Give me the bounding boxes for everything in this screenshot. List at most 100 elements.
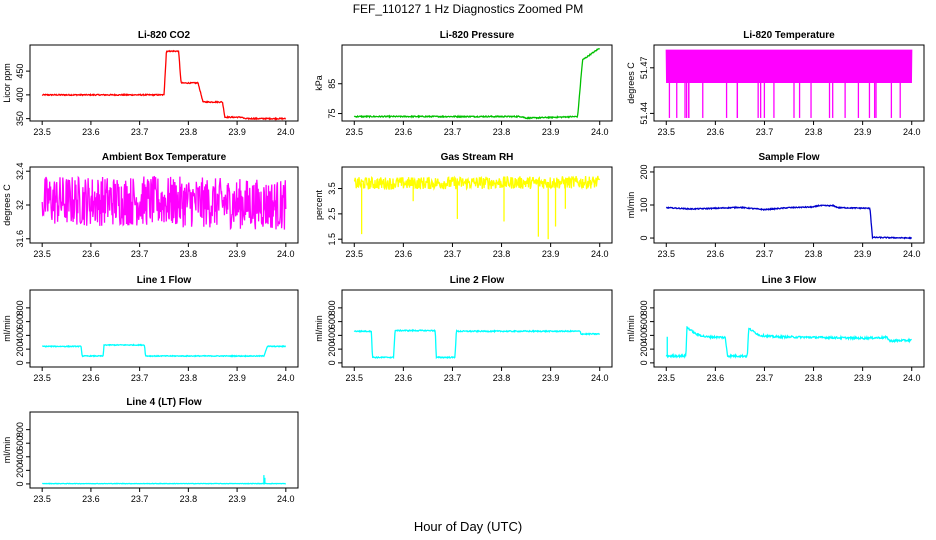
chart-panel-3: Li-820 Temperature 23.5 23.6 23.7 23.8 23.9 24… xyxy=(626,30,925,137)
chart-panel-9: Line 3 Flow 23.5 23.6 23.7 23.8 23.9 24.0 0 2004… xyxy=(626,275,925,383)
y-tick-label: 400 xyxy=(15,328,25,343)
x-tick-label: 23.8 xyxy=(180,494,198,504)
chart-panel-5: Gas Stream RH 23.5 23.6 23.7 23.8 23.9 24.0 1.5… xyxy=(314,152,613,259)
x-tick-label: 23.9 xyxy=(542,373,560,383)
x-tick-label: 23.7 xyxy=(756,127,774,137)
chart-title: Li-820 CO2 xyxy=(138,30,191,41)
y-tick-label: 0 xyxy=(327,360,337,365)
y-tick-label: 75 xyxy=(327,109,337,119)
y-tick-label: 200 xyxy=(15,342,25,357)
chart-title: Li-820 Pressure xyxy=(440,30,515,41)
y-axis-label: ml/min xyxy=(626,192,636,219)
chart-panel-7: Line 1 Flow 23.5 23.6 23.7 23.8 23.9 24.0 0 2004… xyxy=(2,275,299,383)
x-tick-label: 23.7 xyxy=(444,127,462,137)
x-tick-label: 23.5 xyxy=(658,127,676,137)
figure-x-axis-label: Hour of Day (UTC) xyxy=(414,519,522,534)
y-tick-label: 3.5 xyxy=(327,182,337,195)
plot-frame xyxy=(341,289,613,368)
x-tick-label: 23.9 xyxy=(542,249,560,259)
plot-frame xyxy=(29,44,299,122)
y-tick-label: 600 xyxy=(15,436,25,451)
y-tick-label: 85 xyxy=(327,79,337,89)
plot-frame xyxy=(653,44,925,122)
y-tick-label: 400 xyxy=(15,87,25,102)
x-tick-label: 23.7 xyxy=(756,373,774,383)
x-tick-label: 24.0 xyxy=(277,249,295,259)
x-tick-label: 23.5 xyxy=(33,249,51,259)
data-series-line xyxy=(353,175,601,191)
y-axis-label: ml/min xyxy=(626,315,636,342)
x-tick-label: 23.8 xyxy=(180,373,198,383)
x-tick-label: 24.0 xyxy=(903,373,921,383)
plot-frame xyxy=(341,166,613,244)
x-tick-label: 24.0 xyxy=(277,127,295,137)
x-tick-label: 23.9 xyxy=(542,127,560,137)
y-tick-label: 0 xyxy=(15,360,25,365)
chart-title: Line 1 Flow xyxy=(137,275,192,286)
x-tick-label: 23.7 xyxy=(131,127,149,137)
chart-title: Line 3 Flow xyxy=(762,275,817,286)
x-tick-label: 23.5 xyxy=(658,249,676,259)
x-tick-label: 23.5 xyxy=(33,127,51,137)
y-axis-label: Licor ppm xyxy=(2,63,12,103)
x-tick-label: 23.5 xyxy=(346,373,364,383)
y-tick-label: 32 xyxy=(15,200,25,210)
x-tick-label: 23.6 xyxy=(82,127,100,137)
x-tick-label: 23.6 xyxy=(82,373,100,383)
x-tick-label: 23.7 xyxy=(444,373,462,383)
chart-panel-8: Line 2 Flow 23.5 23.6 23.7 23.8 23.9 24.0 0 2004… xyxy=(314,275,613,383)
y-tick-label: 800 xyxy=(15,422,25,437)
y-tick-label: 600 xyxy=(15,314,25,329)
chart-panel-10: Line 4 (LT) Flow 23.5 23.6 23.7 23.8 23.9 24.0… xyxy=(2,397,299,504)
x-tick-label: 23.5 xyxy=(33,373,51,383)
x-tick-label: 23.6 xyxy=(707,127,725,137)
x-tick-label: 24.0 xyxy=(277,494,295,504)
data-series-line xyxy=(353,47,601,120)
x-tick-label: 23.9 xyxy=(228,373,246,383)
data-series-line xyxy=(665,49,913,84)
y-tick-label: 200 xyxy=(327,342,337,357)
x-tick-label: 23.7 xyxy=(756,249,774,259)
y-axis-label: degrees C xyxy=(2,184,12,226)
x-tick-label: 23.9 xyxy=(854,249,872,259)
y-tick-label: 350 xyxy=(15,111,25,126)
y-axis-label: ml/min xyxy=(2,315,12,342)
plot-frame xyxy=(653,166,925,244)
x-tick-label: 24.0 xyxy=(903,127,921,137)
x-tick-label: 24.0 xyxy=(591,127,609,137)
y-axis-label: degrees C xyxy=(626,62,636,104)
y-tick-label: 51.47 xyxy=(639,57,649,80)
x-tick-label: 23.6 xyxy=(395,127,413,137)
x-tick-label: 23.5 xyxy=(346,127,364,137)
x-tick-label: 24.0 xyxy=(277,373,295,383)
chart-title: Li-820 Temperature xyxy=(743,30,835,41)
y-tick-label: 400 xyxy=(327,328,337,343)
x-tick-label: 24.0 xyxy=(591,249,609,259)
x-tick-label: 24.0 xyxy=(903,249,921,259)
chart-title: Line 2 Flow xyxy=(450,275,505,286)
x-tick-label: 23.8 xyxy=(180,127,198,137)
data-series-line xyxy=(665,326,912,360)
x-tick-label: 23.8 xyxy=(493,249,511,259)
data-series-line xyxy=(41,343,287,358)
y-tick-label: 800 xyxy=(639,300,649,315)
y-tick-label: 32.4 xyxy=(15,162,25,180)
data-series-line xyxy=(353,328,600,360)
x-tick-label: 23.9 xyxy=(854,373,872,383)
chart-title: Ambient Box Temperature xyxy=(102,152,227,163)
x-tick-label: 23.6 xyxy=(395,373,413,383)
y-tick-label: 0 xyxy=(639,236,649,241)
y-tick-label: 1.5 xyxy=(327,233,337,246)
x-tick-label: 23.8 xyxy=(805,373,823,383)
y-tick-label: 200 xyxy=(15,463,25,478)
chart-title: Sample Flow xyxy=(758,152,819,163)
x-tick-label: 23.6 xyxy=(82,249,100,259)
chart-panel-4: Ambient Box Temperature 23.5 23.6 23.7 23.8 2… xyxy=(2,152,299,259)
y-tick-label: 400 xyxy=(639,328,649,343)
x-tick-label: 23.7 xyxy=(131,373,149,383)
x-tick-label: 23.8 xyxy=(805,249,823,259)
x-tick-label: 24.0 xyxy=(591,373,609,383)
y-tick-label: 0 xyxy=(639,360,649,365)
figure-title: FEF_110127 1 Hz Diagnostics Zoomed PM xyxy=(353,2,584,16)
